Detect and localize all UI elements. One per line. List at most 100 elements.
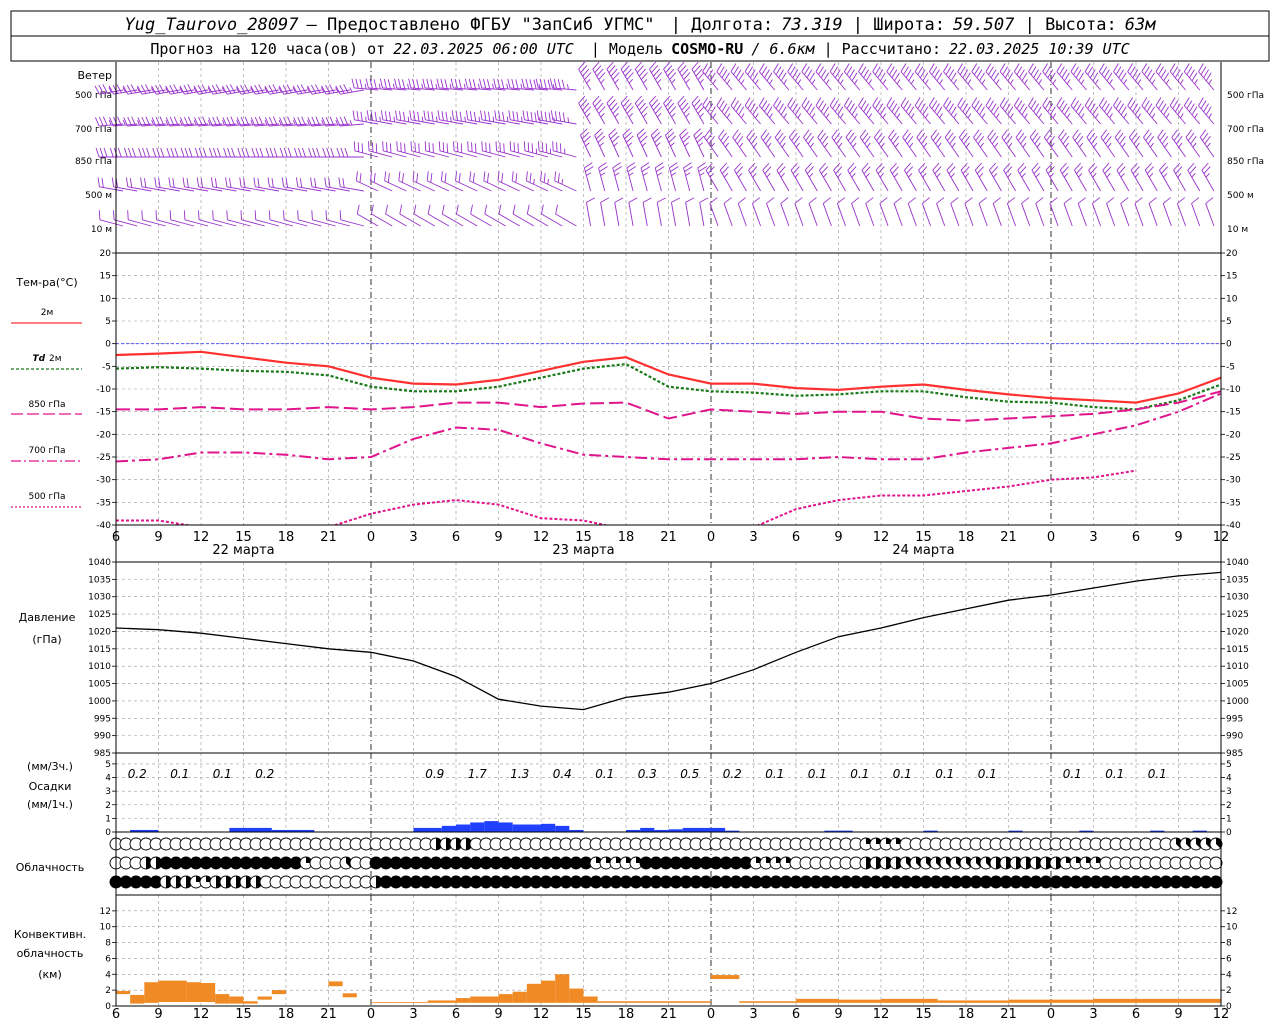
wind-barb-half	[826, 80, 829, 84]
wind-barb-flag	[993, 198, 1000, 204]
wind-barb-flag	[563, 113, 564, 122]
convective-bar	[626, 1001, 711, 1003]
precip-bar	[499, 822, 513, 832]
wind-barb	[601, 198, 609, 226]
wind-barb-shaft	[312, 220, 335, 226]
wind-barb-flag	[499, 111, 500, 120]
wind-barb-flag	[692, 96, 698, 103]
wind-barb-shaft	[256, 220, 279, 226]
wind-barb-flag	[403, 112, 404, 121]
wind-barb-flag	[495, 110, 496, 119]
wind-barb-half	[1022, 173, 1026, 177]
cloud-icon-high	[1210, 838, 1222, 850]
wind-barb-flag	[892, 70, 897, 78]
wind-barb-half	[672, 113, 676, 117]
wind-barb-flag	[994, 73, 999, 81]
wind-barb-flag	[875, 101, 880, 109]
wind-barb-flag	[104, 148, 107, 157]
wind-barb-flag	[696, 103, 702, 110]
wind-barb-flag	[188, 84, 193, 92]
wind-barb-flag	[428, 111, 429, 120]
wind-barb-half	[657, 79, 661, 83]
wind-barb	[706, 163, 718, 191]
wind-barb-flag	[932, 67, 937, 75]
wind-barb-flag	[593, 62, 599, 69]
temp-y-tick-label: -20	[1226, 430, 1241, 440]
wind-barb-flag	[1006, 136, 1012, 144]
wind-barb-flag	[1034, 167, 1040, 174]
wind-barb-flag	[599, 163, 607, 168]
wind-barb-flag	[445, 173, 446, 182]
wind-barb	[496, 141, 520, 157]
wind-barb-flag	[1046, 163, 1052, 170]
wind-barb	[802, 98, 817, 124]
wind-barb-flag	[1175, 70, 1180, 78]
wind-barb-flag	[876, 163, 882, 170]
wind-barb-flag	[781, 107, 786, 115]
wind-barb	[731, 98, 746, 124]
wind-barb-flag	[301, 84, 306, 92]
wind-barb-half	[951, 173, 955, 177]
wind-barb-flag	[641, 73, 647, 80]
wind-barb-flag	[1004, 163, 1010, 170]
wind-barb-half	[796, 143, 799, 147]
wind-barb-flag	[241, 85, 246, 93]
wind-barb-half	[866, 173, 870, 177]
wind-barb	[1043, 98, 1058, 124]
wind-barb-half	[657, 173, 661, 176]
wind-barb-flag	[314, 178, 315, 187]
wind-barb-flag	[302, 148, 305, 157]
wind-barb-flag	[1050, 198, 1057, 204]
wind-barb	[1099, 98, 1114, 124]
wind-barb-flag	[780, 136, 786, 144]
wind-barb	[651, 129, 661, 157]
wind-barb-half	[629, 113, 633, 117]
wind-barb-flag	[1106, 136, 1112, 144]
wind-barb-flag	[1085, 98, 1090, 106]
wind-barb-half	[1081, 114, 1084, 118]
precip-value-label: 0.1	[850, 767, 869, 781]
wind-barb-flag	[718, 130, 724, 138]
wind-barb-flag	[931, 130, 937, 138]
wind-barb	[678, 62, 690, 90]
wind-barb	[1036, 198, 1044, 226]
wind-barb-flag	[980, 73, 985, 81]
wind-barb-flag	[906, 104, 911, 112]
wind-barb	[773, 64, 788, 90]
conv-y-tick-label: 2	[105, 986, 111, 996]
wind-barb-half	[562, 179, 563, 184]
wind-barb-half	[1065, 143, 1068, 147]
wind-barb-half	[812, 114, 815, 118]
wind-barb-flag	[621, 96, 627, 103]
wind-barb-flag	[1016, 130, 1022, 138]
wind-barb-flag	[1149, 198, 1156, 204]
x-tick-label: 9	[1174, 530, 1182, 545]
wind-barb-flag	[297, 85, 302, 93]
wind-barb	[169, 177, 194, 191]
wind-barb-flag	[692, 62, 698, 69]
wind-barb	[1099, 64, 1114, 90]
wind-barb-flag	[731, 64, 736, 72]
wind-barb-flag	[699, 166, 707, 171]
wind-barb	[698, 163, 707, 191]
wind-barb-flag	[597, 103, 603, 110]
wind-barb	[1170, 98, 1185, 124]
wind-barb-flag	[202, 84, 207, 92]
convective-bar	[244, 1001, 258, 1003]
wind-barb-flag	[580, 129, 587, 136]
wind-barb-flag	[860, 130, 866, 138]
wind-barb-half	[1094, 143, 1097, 147]
wind-barb-flag	[945, 130, 951, 138]
wind-barb-flag	[502, 79, 504, 88]
wind-barb-flag	[1062, 104, 1067, 112]
wind-barb-flag	[1146, 133, 1152, 141]
wind-barb-shaft	[1078, 203, 1086, 226]
wind-barb	[298, 210, 322, 226]
wind-barb-flag	[991, 70, 996, 78]
wind-barb-flag	[819, 163, 825, 170]
wind-barb-flag	[909, 107, 914, 115]
wind-barb-flag	[1160, 133, 1166, 141]
wind-barb-flag	[502, 173, 503, 182]
wind-barb-half	[1095, 114, 1098, 118]
wind-barb-flag	[1048, 104, 1053, 112]
